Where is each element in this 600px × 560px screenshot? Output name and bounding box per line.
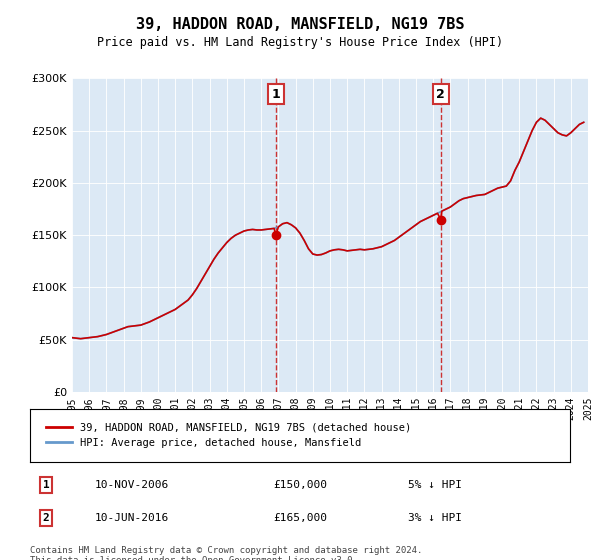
Text: 39, HADDON ROAD, MANSFIELD, NG19 7BS: 39, HADDON ROAD, MANSFIELD, NG19 7BS <box>136 17 464 32</box>
Text: Contains HM Land Registry data © Crown copyright and database right 2024.
This d: Contains HM Land Registry data © Crown c… <box>30 546 422 560</box>
Text: 5% ↓ HPI: 5% ↓ HPI <box>408 480 462 490</box>
Text: £165,000: £165,000 <box>273 513 327 523</box>
Text: £150,000: £150,000 <box>273 480 327 490</box>
Text: 1: 1 <box>43 480 50 490</box>
Text: 10-NOV-2006: 10-NOV-2006 <box>95 480 169 490</box>
Text: 2: 2 <box>436 87 445 101</box>
Text: 2: 2 <box>43 513 50 523</box>
Legend: 39, HADDON ROAD, MANSFIELD, NG19 7BS (detached house), HPI: Average price, detac: 39, HADDON ROAD, MANSFIELD, NG19 7BS (de… <box>41 418 416 453</box>
Text: 10-JUN-2016: 10-JUN-2016 <box>95 513 169 523</box>
Text: Price paid vs. HM Land Registry's House Price Index (HPI): Price paid vs. HM Land Registry's House … <box>97 36 503 49</box>
Text: 3% ↓ HPI: 3% ↓ HPI <box>408 513 462 523</box>
Text: 1: 1 <box>272 87 280 101</box>
